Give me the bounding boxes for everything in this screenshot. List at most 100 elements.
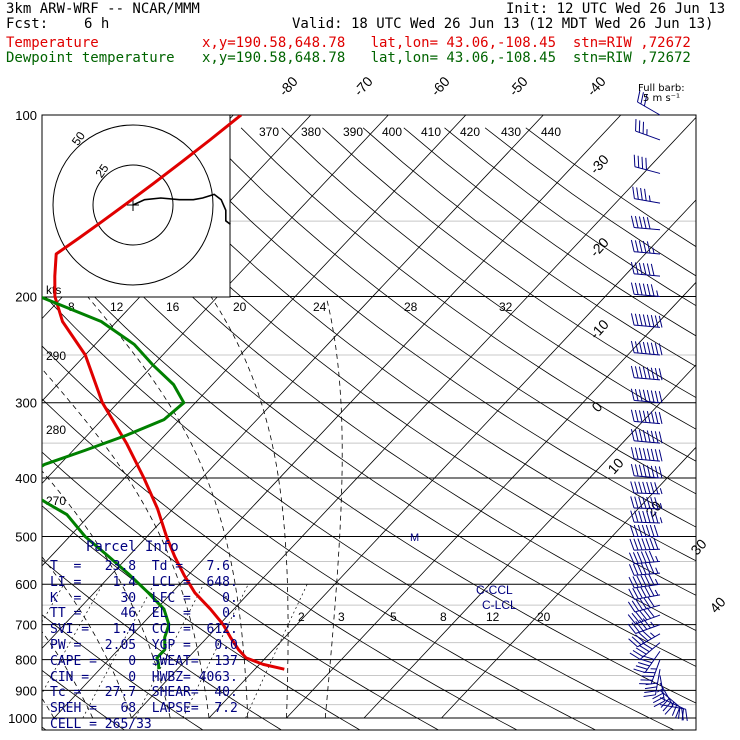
wind-barb-flag xyxy=(648,195,651,202)
wind-barb-staff xyxy=(634,377,661,381)
wind-barb-flag xyxy=(644,585,651,597)
theta-label: 380 xyxy=(301,125,321,139)
isotherm-label: -30 xyxy=(586,151,612,177)
wind-barb-flag xyxy=(658,315,663,328)
wind-barb-flag xyxy=(640,188,643,201)
wind-barb-flag xyxy=(643,694,656,697)
wind-barb xyxy=(627,607,661,625)
wind-barb-flag xyxy=(632,576,639,588)
mixing-ratio-label: 20 xyxy=(537,610,551,624)
wind-barb-flag xyxy=(634,481,639,494)
wind-barb-staff xyxy=(633,507,661,510)
wind-barb-flag xyxy=(630,481,635,494)
wind-barb-flag xyxy=(654,367,659,380)
wind-barb xyxy=(629,524,660,537)
wind-barb-flag xyxy=(636,90,641,103)
parcel-info-row: LI = 1.4 LCL = 648. xyxy=(50,574,238,590)
wind-barb-flag xyxy=(632,587,639,599)
wind-barb-flag xyxy=(635,665,648,670)
theta-label: 440 xyxy=(541,125,561,139)
wind-barb-flag xyxy=(648,562,655,574)
wind-barb-flag xyxy=(646,367,651,380)
mixing-ratio-label: 24 xyxy=(313,300,327,314)
wind-barb-flag xyxy=(662,701,672,712)
wind-barb-staff xyxy=(644,650,661,673)
wind-barb-flag xyxy=(629,652,641,660)
dry-adiabat xyxy=(42,559,283,730)
dry-adiabat xyxy=(281,127,696,430)
wind-barb-flag xyxy=(642,630,652,640)
wind-barb-flag xyxy=(627,623,636,634)
wind-barb-flag xyxy=(642,314,647,327)
pressure-tick-label: 200 xyxy=(15,290,37,305)
wind-barb-flag xyxy=(630,496,635,509)
wind-barb xyxy=(628,630,661,648)
header-valid: Valid: 18 UTC Wed 26 Jun 13 (12 MDT Wed … xyxy=(292,16,714,32)
mixing-ratio-label: 32 xyxy=(499,300,513,314)
wind-barb-staff xyxy=(635,614,661,625)
wind-barb-flag xyxy=(638,644,650,653)
wind-barb-flag xyxy=(664,705,674,715)
wind-barbs xyxy=(627,90,688,722)
wind-barb xyxy=(636,90,661,116)
isobars xyxy=(41,114,697,731)
wind-barb xyxy=(630,313,663,328)
wind-barb-flag xyxy=(652,696,665,704)
isotherm-label: 40 xyxy=(706,594,728,616)
wind-barb-flag xyxy=(640,92,644,105)
wind-barb-flag xyxy=(648,585,655,597)
dry-adiabat xyxy=(118,127,696,562)
wind-barb xyxy=(633,650,661,674)
isotherm-line xyxy=(0,115,1,718)
pressure-tick-label: 100 xyxy=(15,108,37,123)
wind-barb-staff xyxy=(654,669,661,695)
dry-adiabat xyxy=(42,292,675,730)
wind-barb-flag xyxy=(635,599,644,611)
wind-barb-staff xyxy=(634,594,661,600)
wind-barb xyxy=(628,562,661,576)
wind-barb-flag xyxy=(658,449,663,462)
wind-barb-staff xyxy=(634,324,661,328)
isotherm-label: -40 xyxy=(583,73,609,99)
wind-barb xyxy=(632,186,661,204)
parcel-info-row: CAPE = 0 SWEAT= 137 xyxy=(50,653,238,669)
header-model: 3km ARW-WRF -- NCAR/MMM xyxy=(6,1,200,17)
theta-label: 430 xyxy=(501,125,521,139)
wind-barb-flag xyxy=(636,575,643,587)
wind-barb-staff xyxy=(659,675,666,702)
wind-barb-flag xyxy=(631,600,640,612)
wind-barb-flag xyxy=(634,464,639,477)
wind-barb xyxy=(630,496,663,510)
wind-barb-flag xyxy=(638,632,649,642)
wind-barb-flag xyxy=(634,510,639,523)
ccl-annotation: C-CCL xyxy=(476,583,513,597)
wind-barb-flag xyxy=(639,598,647,610)
wind-barb-flag xyxy=(642,240,647,253)
theta-label: 420 xyxy=(460,125,480,139)
wind-barb xyxy=(627,596,661,613)
wind-barb-flag xyxy=(631,636,642,646)
moist-adiabat xyxy=(324,296,343,719)
wind-barb-staff xyxy=(634,475,661,479)
wind-barb-flag xyxy=(635,647,647,655)
isotherm-line xyxy=(208,199,696,719)
wind-barb-flag xyxy=(648,550,655,563)
dry-adiabat xyxy=(77,127,696,596)
wind-barb-flag xyxy=(642,510,647,523)
wind-barb-flag xyxy=(646,241,651,254)
wind-barb-flag xyxy=(643,597,651,609)
wind-barb-flag xyxy=(654,466,659,478)
mixing-ratio-line xyxy=(245,584,308,719)
wind-barb-staff xyxy=(634,251,661,255)
isotherm-line xyxy=(42,115,389,485)
wind-barb-flag xyxy=(640,586,647,598)
wind-barb-flag xyxy=(638,481,643,494)
wind-barb-flag xyxy=(654,315,659,328)
wind-barb-flag xyxy=(644,686,657,690)
wind-barb-flag xyxy=(654,497,659,509)
wind-barb-flag xyxy=(628,564,635,576)
wind-barb-staff xyxy=(634,458,661,462)
wind-barb-flag xyxy=(638,216,643,229)
wind-barb-flag xyxy=(650,367,655,380)
